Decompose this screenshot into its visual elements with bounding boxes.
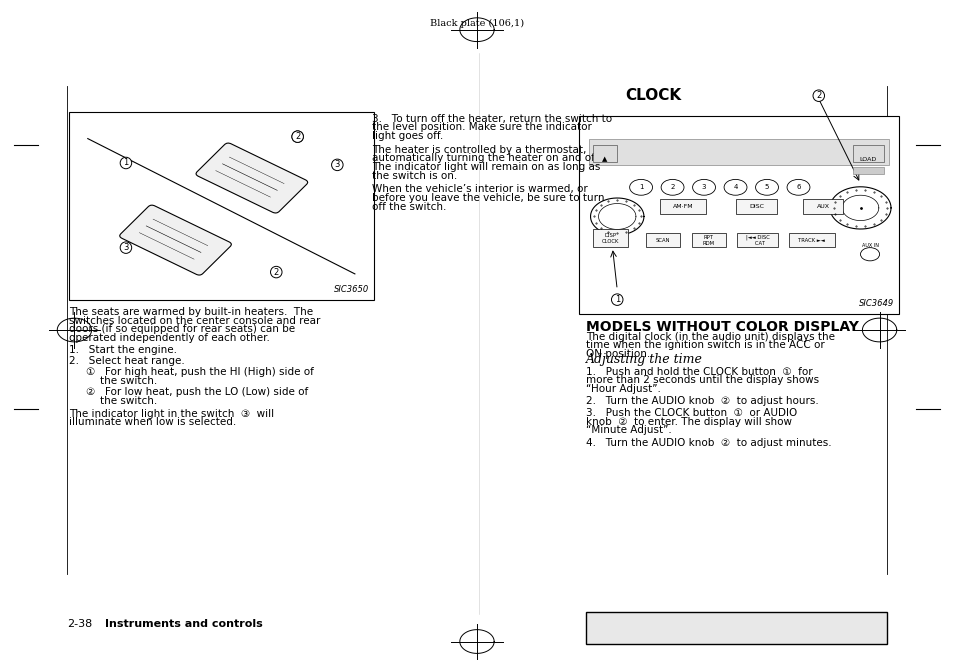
Text: Black plate (106,1): Black plate (106,1)	[430, 18, 523, 28]
Circle shape	[692, 180, 715, 195]
Bar	[593, 145, 617, 162]
Text: Model ‘Z51-D’  EDITED:  2007/ 10/ 2: Model ‘Z51-D’ EDITED: 2007/ 10/ 2	[624, 622, 847, 633]
Bar	[802, 199, 842, 214]
Text: SIC3649: SIC3649	[858, 299, 893, 308]
Bar	[737, 233, 777, 248]
Text: time when the ignition switch is in the ACC or: time when the ignition switch is in the …	[585, 340, 823, 350]
Text: “Hour Adjust”.: “Hour Adjust”.	[585, 383, 659, 394]
Text: TRACK ►◄: TRACK ►◄	[798, 238, 824, 243]
Text: 1.   Start the engine.: 1. Start the engine.	[69, 345, 176, 355]
Text: ▲: ▲	[601, 156, 607, 162]
Bar	[659, 199, 705, 214]
Text: knob  ②  to enter. The display will show: knob ② to enter. The display will show	[585, 416, 791, 427]
Bar	[736, 199, 776, 214]
Text: The heater is controlled by a thermostat,: The heater is controlled by a thermostat…	[372, 145, 586, 155]
Text: 4.   Turn the AUDIO knob  ②  to adjust minutes.: 4. Turn the AUDIO knob ② to adjust minut…	[585, 438, 830, 448]
Circle shape	[755, 180, 778, 195]
Text: 2: 2	[274, 267, 278, 277]
Circle shape	[786, 180, 809, 195]
Text: ②   For low heat, push the LO (Low) side of: ② For low heat, push the LO (Low) side o…	[86, 387, 308, 397]
Circle shape	[629, 180, 652, 195]
Text: The digital clock (in the audio unit) displays the: The digital clock (in the audio unit) di…	[585, 331, 834, 342]
Text: 2: 2	[670, 184, 674, 190]
Bar	[852, 167, 883, 174]
Text: 3: 3	[123, 243, 129, 252]
Text: 1: 1	[614, 295, 619, 304]
Text: LOAD: LOAD	[859, 157, 876, 162]
Text: switches located on the center console and rear: switches located on the center console a…	[69, 315, 319, 326]
Circle shape	[660, 180, 683, 195]
Bar	[645, 233, 679, 248]
Text: CLOCK: CLOCK	[624, 88, 680, 103]
Bar	[588, 139, 888, 165]
Text: MODELS WITHOUT COLOR DISPLAY: MODELS WITHOUT COLOR DISPLAY	[585, 319, 858, 334]
Text: The indicator light in the switch  ③  will: The indicator light in the switch ③ will	[69, 409, 274, 419]
Bar	[593, 229, 627, 248]
Text: The indicator light will remain on as long as: The indicator light will remain on as lo…	[372, 162, 599, 172]
Text: the level position. Make sure the indicator: the level position. Make sure the indica…	[372, 122, 591, 133]
Text: “Minute Adjust”.: “Minute Adjust”.	[585, 425, 671, 436]
Text: The seats are warmed by built-in heaters.  The: The seats are warmed by built-in heaters…	[69, 307, 313, 317]
Text: 3: 3	[701, 184, 705, 190]
Text: 4: 4	[733, 184, 737, 190]
Text: off the switch.: off the switch.	[372, 201, 446, 212]
Text: 1.   Push and hold the CLOCK button  ①  for: 1. Push and hold the CLOCK button ① for	[585, 366, 812, 377]
Text: 3: 3	[335, 160, 339, 170]
Text: DISC: DISC	[748, 204, 763, 209]
Circle shape	[860, 248, 879, 261]
Text: 2: 2	[294, 132, 300, 141]
Text: AUX: AUX	[816, 204, 829, 209]
Text: 2.   Turn the AUDIO knob  ②  to adjust hours.: 2. Turn the AUDIO knob ② to adjust hours…	[585, 395, 818, 406]
Bar	[578, 115, 898, 314]
Text: Instruments and controls: Instruments and controls	[105, 618, 262, 629]
Text: the switch.: the switch.	[100, 395, 157, 406]
Bar	[585, 612, 886, 644]
Text: ①   For high heat, push the HI (High) side of: ① For high heat, push the HI (High) side…	[86, 367, 314, 378]
Text: 3.   To turn off the heater, return the switch to: 3. To turn off the heater, return the sw…	[372, 114, 612, 124]
Text: 1: 1	[123, 158, 129, 168]
Text: before you leave the vehicle, be sure to turn: before you leave the vehicle, be sure to…	[372, 193, 604, 203]
Bar	[691, 233, 725, 248]
Text: operated independently of each other.: operated independently of each other.	[69, 333, 270, 343]
Text: light goes off.: light goes off.	[372, 131, 443, 141]
Text: AM·FM: AM·FM	[672, 204, 693, 209]
Text: 2: 2	[815, 91, 821, 100]
FancyBboxPatch shape	[195, 143, 308, 213]
Text: SIC3650: SIC3650	[334, 284, 369, 294]
Text: 2.   Select heat range.: 2. Select heat range.	[69, 356, 184, 366]
Text: Adjusting the time: Adjusting the time	[585, 353, 702, 366]
Text: the switch.: the switch.	[100, 376, 157, 386]
FancyBboxPatch shape	[119, 205, 232, 275]
Bar	[788, 233, 834, 248]
Text: 5: 5	[764, 184, 768, 190]
Text: the switch is on.: the switch is on.	[372, 170, 456, 181]
Text: doors (if so equipped for rear seats) can be: doors (if so equipped for rear seats) ca…	[69, 324, 294, 335]
Text: illuminate when low is selected.: illuminate when low is selected.	[69, 417, 235, 428]
Text: AUX IN: AUX IN	[861, 243, 878, 248]
Text: SCAN: SCAN	[655, 238, 670, 243]
Text: ON position.: ON position.	[585, 348, 649, 359]
Text: When the vehicle’s interior is warmed, or: When the vehicle’s interior is warmed, o…	[372, 184, 587, 195]
Text: 1: 1	[294, 132, 300, 141]
Text: |◄◄ DISC
   CAT: |◄◄ DISC CAT	[744, 234, 769, 246]
Text: 6: 6	[796, 184, 800, 190]
Text: 1: 1	[639, 184, 642, 190]
Text: more than 2 seconds until the display shows: more than 2 seconds until the display sh…	[585, 375, 818, 385]
Text: RPT
RDM: RPT RDM	[702, 235, 714, 246]
Text: 3.   Push the CLOCK button  ①  or AUDIO: 3. Push the CLOCK button ① or AUDIO	[585, 408, 796, 418]
Bar	[69, 112, 374, 300]
Text: 2-38: 2-38	[67, 618, 91, 629]
Circle shape	[723, 180, 746, 195]
Text: automatically turning the heater on and off.: automatically turning the heater on and …	[372, 153, 600, 164]
Bar	[852, 145, 883, 162]
Text: DISP
CLOCK: DISP CLOCK	[601, 233, 618, 244]
